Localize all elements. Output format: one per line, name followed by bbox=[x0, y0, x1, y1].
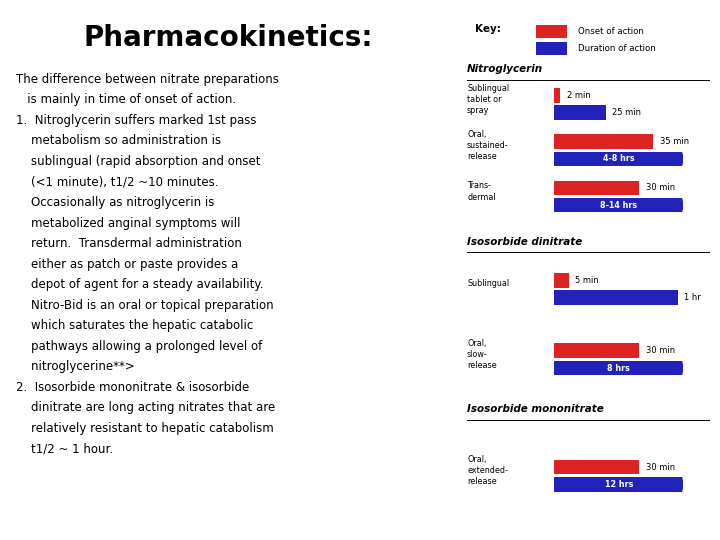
Polygon shape bbox=[683, 152, 690, 166]
Text: Occasionally as nitroglycerin is: Occasionally as nitroglycerin is bbox=[16, 196, 215, 209]
Bar bbox=[554, 343, 639, 358]
Text: 2 min: 2 min bbox=[567, 91, 590, 100]
Bar bbox=[554, 198, 683, 212]
Text: Sublingual
tablet or
spray: Sublingual tablet or spray bbox=[467, 84, 509, 115]
Text: Pharmacokinetics:: Pharmacokinetics: bbox=[84, 24, 374, 52]
Text: pathways allowing a prolonged level of: pathways allowing a prolonged level of bbox=[16, 340, 262, 353]
Text: relatively resistant to hepatic catabolism: relatively resistant to hepatic cataboli… bbox=[16, 422, 274, 435]
Text: The difference between nitrate preparations: The difference between nitrate preparati… bbox=[16, 73, 279, 86]
Bar bbox=[536, 42, 567, 55]
Text: Sublingual: Sublingual bbox=[467, 279, 509, 288]
Text: which saturates the hepatic catabolic: which saturates the hepatic catabolic bbox=[16, 319, 253, 332]
Text: Oral,
extended-
release: Oral, extended- release bbox=[467, 455, 508, 487]
Text: t1/2 ~ 1 hour.: t1/2 ~ 1 hour. bbox=[16, 442, 113, 455]
Polygon shape bbox=[683, 361, 690, 375]
Text: Oral,
sustained-
release: Oral, sustained- release bbox=[467, 130, 509, 161]
Text: 4-8 hrs: 4-8 hrs bbox=[603, 154, 634, 164]
Text: Isosorbide dinitrate: Isosorbide dinitrate bbox=[467, 237, 582, 247]
Text: Onset of action: Onset of action bbox=[577, 28, 644, 36]
Bar bbox=[554, 152, 683, 166]
Text: 30 min: 30 min bbox=[646, 184, 675, 192]
Bar bbox=[536, 25, 567, 38]
Text: 8 hrs: 8 hrs bbox=[607, 363, 630, 373]
Bar bbox=[554, 105, 606, 120]
Bar bbox=[554, 477, 683, 491]
Text: Key:: Key: bbox=[474, 24, 500, 34]
Text: 35 min: 35 min bbox=[660, 137, 689, 146]
Text: either as patch or paste provides a: either as patch or paste provides a bbox=[16, 258, 238, 271]
Text: Trans-
dermal: Trans- dermal bbox=[467, 181, 495, 201]
Bar bbox=[554, 273, 569, 287]
Bar bbox=[554, 460, 639, 475]
Polygon shape bbox=[683, 198, 690, 212]
Text: 25 min: 25 min bbox=[612, 108, 642, 117]
Text: is mainly in time of onset of action.: is mainly in time of onset of action. bbox=[16, 93, 236, 106]
Text: return.  Transdermal administration: return. Transdermal administration bbox=[16, 237, 242, 250]
Bar bbox=[554, 88, 560, 103]
Text: 2.  Isosorbide mononitrate & isosorbide: 2. Isosorbide mononitrate & isosorbide bbox=[16, 381, 249, 394]
Bar bbox=[554, 180, 639, 195]
Text: Duration of action: Duration of action bbox=[577, 44, 655, 52]
Text: 30 min: 30 min bbox=[646, 463, 675, 471]
Text: Isosorbide mononitrate: Isosorbide mononitrate bbox=[467, 404, 604, 414]
Text: 5 min: 5 min bbox=[575, 276, 599, 285]
Text: Oral,
slow-
release: Oral, slow- release bbox=[467, 339, 497, 370]
Text: metabolized anginal symptoms will: metabolized anginal symptoms will bbox=[16, 217, 240, 230]
Text: metabolism so administration is: metabolism so administration is bbox=[16, 134, 221, 147]
Text: 30 min: 30 min bbox=[646, 346, 675, 355]
Bar bbox=[554, 361, 683, 375]
Text: sublingual (rapid absorption and onset: sublingual (rapid absorption and onset bbox=[16, 155, 261, 168]
Text: depot of agent for a steady availability.: depot of agent for a steady availability… bbox=[16, 278, 264, 291]
Bar bbox=[554, 134, 654, 149]
Text: nitroglycerine**>: nitroglycerine**> bbox=[16, 360, 135, 373]
Text: (<1 minute), t1/2 ~10 minutes.: (<1 minute), t1/2 ~10 minutes. bbox=[16, 176, 218, 188]
Bar bbox=[554, 290, 678, 305]
Text: 8-14 hrs: 8-14 hrs bbox=[600, 201, 637, 210]
Polygon shape bbox=[683, 477, 690, 491]
Text: 12 hrs: 12 hrs bbox=[605, 480, 633, 489]
Text: dinitrate are long acting nitrates that are: dinitrate are long acting nitrates that … bbox=[16, 401, 275, 414]
Text: 1 hr: 1 hr bbox=[684, 293, 701, 302]
Text: Nitro-Bid is an oral or topical preparation: Nitro-Bid is an oral or topical preparat… bbox=[16, 299, 274, 312]
Text: 1.  Nitroglycerin suffers marked 1st pass: 1. Nitroglycerin suffers marked 1st pass bbox=[16, 114, 256, 127]
Text: Nitroglycerin: Nitroglycerin bbox=[467, 64, 543, 74]
